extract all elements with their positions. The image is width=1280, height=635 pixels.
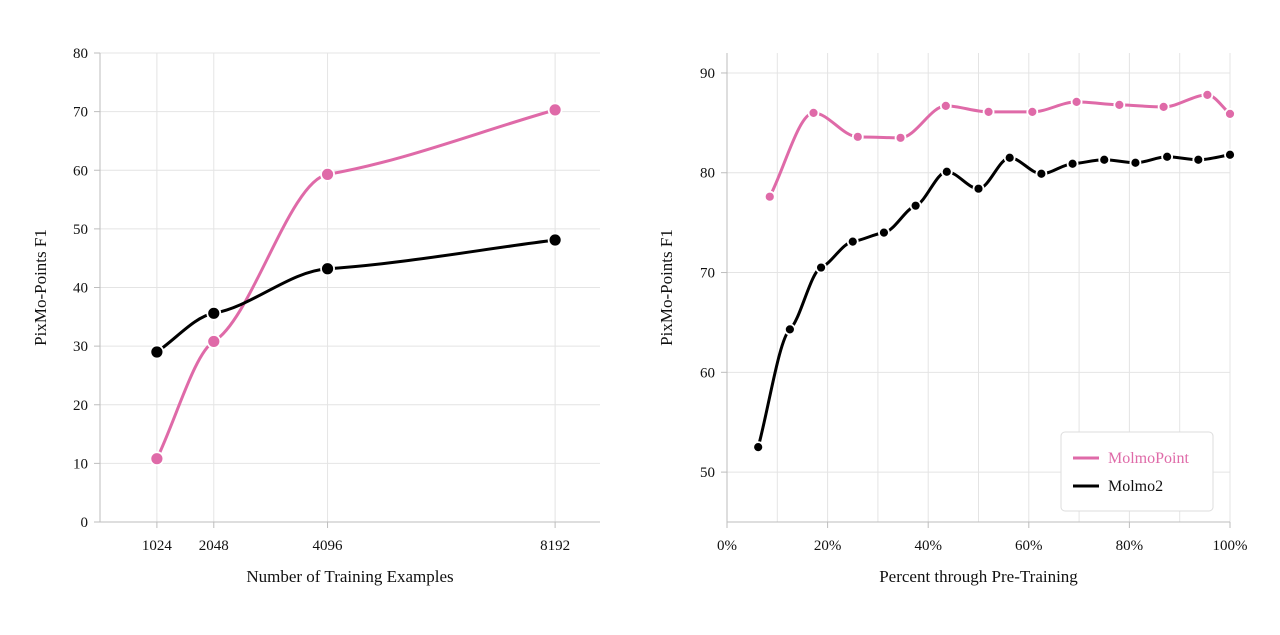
series-molmopoint	[149, 102, 563, 467]
y-tick-label: 70	[73, 105, 88, 121]
x-tick-label: 40%	[914, 538, 942, 554]
data-point-molmo2	[1192, 153, 1205, 166]
legend-box	[1060, 431, 1214, 512]
data-point-molmopoint	[807, 106, 820, 119]
data-point-molmo2	[547, 232, 563, 248]
x-tick-label: 2048	[199, 538, 229, 554]
data-point-molmopoint	[1070, 95, 1083, 108]
x-tick-label: 1024	[142, 538, 173, 554]
series-line-molmo2	[155, 238, 557, 354]
y-tick-label: 90	[700, 66, 715, 82]
data-point-molmo2	[909, 199, 922, 212]
data-point-molmo2	[1066, 157, 1079, 170]
y-tick-label: 50	[700, 465, 715, 481]
data-point-molmopoint	[206, 334, 222, 349]
y-tick-label: 40	[73, 281, 88, 297]
data-point-molmo2	[1098, 153, 1111, 166]
chart-panel-2: 50 60 70 80 90 0% 20% 40% 60% 80% 100% Percent thro…	[657, 53, 1248, 586]
data-point-molmo2	[1129, 156, 1142, 169]
series-molmo2	[149, 232, 563, 360]
data-point-molmopoint	[1224, 107, 1236, 120]
data-point-molmopoint	[1201, 89, 1214, 101]
legend-label-molmopoint: MolmoPoint	[1108, 450, 1189, 467]
data-point-molmo2	[1035, 167, 1048, 180]
y-tick-label: 50	[73, 222, 88, 238]
y-tick-label: 80	[73, 46, 88, 62]
x-axis-title: Percent through Pre-Training	[879, 567, 1078, 586]
data-point-molmo2	[783, 323, 796, 336]
data-point-molmo2	[1003, 151, 1016, 164]
data-point-molmo2	[320, 261, 335, 277]
series-line-molmo2	[756, 153, 1232, 449]
data-point-molmopoint	[894, 131, 907, 144]
x-tick-label: 60%	[1015, 538, 1043, 554]
data-point-molmo2	[846, 235, 859, 248]
data-point-molmopoint	[547, 102, 563, 118]
y-tick-label: 10	[73, 456, 88, 472]
x-tick-label: 20%	[814, 538, 842, 554]
data-point-molmopoint	[763, 190, 776, 203]
legend-label-molmo2: Molmo2	[1108, 478, 1163, 495]
y-tick-label: 20	[73, 398, 88, 414]
data-point-molmopoint	[1026, 105, 1039, 118]
data-point-molmopoint	[1157, 100, 1170, 113]
data-point-molmo2	[972, 182, 985, 195]
x-tick-label: 8192	[540, 538, 570, 554]
y-tick-label: 80	[700, 166, 715, 182]
x-axis-title: Number of Training Examples	[246, 567, 453, 586]
y-tick-label: 0	[81, 515, 89, 531]
y-tick-label: 60	[73, 163, 88, 179]
x-tick-label: 4096	[313, 538, 344, 554]
data-point-molmopoint	[851, 130, 864, 143]
data-point-molmo2	[878, 226, 890, 239]
series-molmopoint	[763, 89, 1236, 203]
legend: MolmoPoint Molmo2	[1060, 431, 1214, 512]
data-point-molmo2	[1161, 150, 1174, 163]
data-point-molmo2	[815, 261, 827, 274]
y-tick-label: 70	[700, 266, 715, 282]
y-tick-label: 60	[700, 365, 715, 381]
data-point-molmo2	[940, 165, 953, 178]
data-point-molmopoint	[1113, 98, 1126, 111]
data-point-molmopoint	[320, 166, 335, 182]
data-point-molmopoint	[939, 99, 952, 112]
x-tick-label: 0%	[717, 538, 737, 554]
data-point-molmo2	[1224, 148, 1236, 161]
y-axis-title: PixMo-Points F1	[31, 229, 50, 346]
data-point-molmo2	[752, 441, 765, 454]
series-molmo2	[752, 148, 1236, 454]
series-line-molmopoint	[155, 108, 557, 461]
x-tick-label: 100%	[1213, 538, 1248, 554]
data-point-molmopoint	[982, 105, 995, 118]
gridlines	[100, 52, 600, 523]
data-point-molmo2	[149, 344, 165, 360]
x-tick-label: 80%	[1116, 538, 1144, 554]
y-tick-label: 30	[73, 339, 88, 355]
y-axis-title: PixMo-Points F1	[657, 229, 676, 346]
data-point-molmopoint	[149, 451, 165, 467]
chart-panel-1: 0 10 20 30 40 50 60 70 80 1024 2048 4096 8192 Number …	[31, 46, 600, 586]
data-point-molmo2	[206, 305, 222, 321]
